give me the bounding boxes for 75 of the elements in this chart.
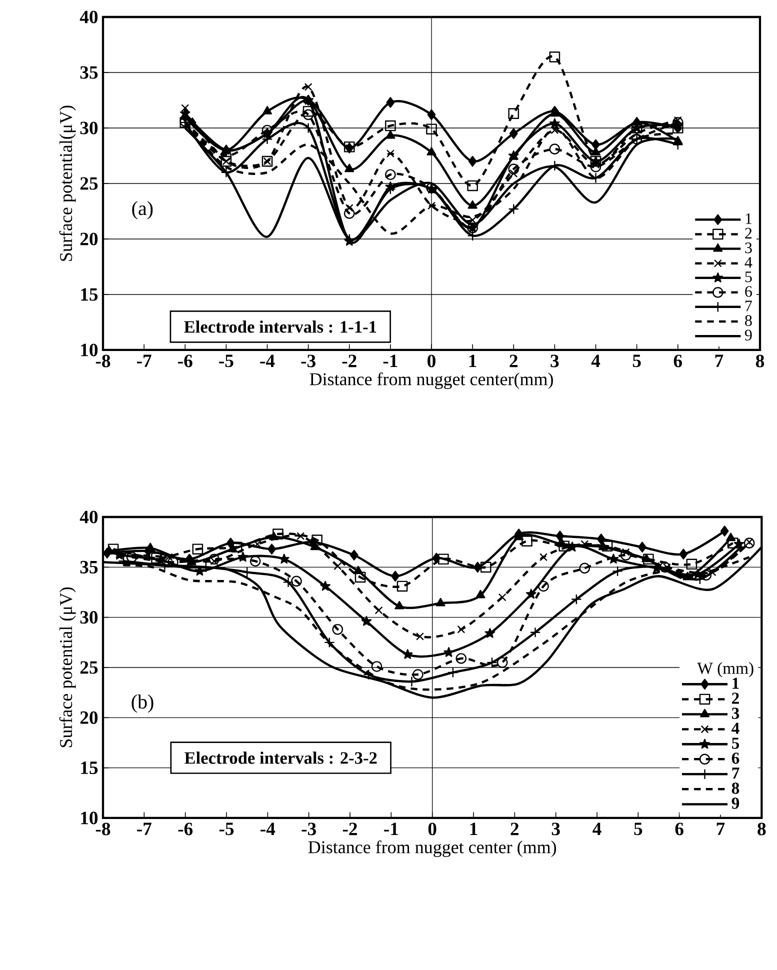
legend-label: 2 [745,228,752,238]
annotation: Electrode intervals : 1-1-1 [184,320,376,333]
annotation: Electrode intervals : 2-3-2 [184,752,377,764]
annotation: (a) [132,201,153,220]
legend-label: 3 [745,242,752,254]
y-tick-label: 30 [80,611,98,624]
x-tick-label: -3 [302,822,316,836]
x-tick-label: 7 [716,822,725,835]
x-tick-label: 1 [469,354,476,368]
x-tick-label: 0 [428,354,436,368]
y-tick-label: 15 [81,762,98,774]
x-tick-label: -3 [301,354,316,368]
x-tick-label: 8 [758,822,766,836]
y-tick-label: 35 [80,66,98,79]
x-tick-label: 1 [470,822,478,836]
legend-label: 8 [732,782,740,794]
x-tick-label: -2 [342,822,357,836]
legend-label: 1 [732,678,739,689]
x-tick-label: -4 [260,354,275,367]
x-tick-label: -8 [96,822,110,836]
x-tick-label: -5 [219,822,234,836]
x-tick-label: -8 [96,354,110,368]
x-tick-label: 2 [510,822,519,836]
y-tick-label: 25 [80,661,98,674]
y-tick-label: 40 [80,10,98,24]
legend-label: 6 [732,752,740,764]
x-tick-label: 2 [510,354,518,368]
x-tick-label: 4 [592,822,602,835]
y-tick-label: 30 [80,122,98,134]
y-tick-label: 15 [81,288,98,301]
legend-label: 5 [732,738,740,749]
x-tick-label: 5 [634,822,642,836]
y-axis-title: Surface potential (μV) [59,587,76,748]
legend-title: W (mm) [697,662,754,678]
x-tick-label: -5 [219,354,234,368]
y-tick-label: 10 [81,812,98,824]
x-tick-label: -7 [136,354,152,367]
x-tick-label: -6 [178,354,192,368]
legend-label: 1 [746,213,752,224]
y-tick-label: 20 [80,232,98,246]
y-tick-label: 25 [80,177,98,190]
x-tick-label: -6 [178,822,193,836]
x-tick-label: -4 [260,822,276,835]
x-tick-label: -1 [383,354,398,368]
x-tick-label: -2 [342,354,356,368]
y-tick-label: 35 [80,560,98,574]
legend-label: 7 [732,768,740,779]
x-tick-label: 5 [632,354,641,368]
y-tick-label: 20 [80,711,98,724]
x-tick-label: 3 [552,822,560,836]
y-tick-label: 10 [81,344,98,356]
x-tick-label: 4 [591,354,600,367]
legend-label: 2 [732,692,739,704]
x-tick-label: 3 [550,354,559,368]
legend-label: 8 [745,315,752,326]
y-tick-label: 40 [80,510,98,524]
x-tick-label: 8 [756,354,764,368]
legend-label: 9 [744,330,752,341]
legend-label: 5 [745,272,752,282]
x-axis-title: Distance from nugget center(mm) [310,372,553,390]
x-tick-label: 6 [675,822,684,836]
legend-label: 4 [744,257,752,268]
legend-label: 4 [732,722,740,734]
x-axis-title: Distance from nugget center (mm) [308,840,556,858]
legend-label: 9 [732,798,740,809]
x-tick-label: 7 [715,354,724,367]
legend-label: 6 [745,286,752,297]
legend-label: 3 [732,708,740,719]
x-tick-label: 6 [674,354,682,368]
legend-label: 7 [745,300,752,312]
x-tick-label: 0 [428,822,436,836]
annotation: (b) [132,694,154,713]
y-axis-title: Surface potential(μV) [59,106,76,261]
x-tick-label: -7 [137,822,152,835]
x-tick-label: -1 [384,822,398,836]
